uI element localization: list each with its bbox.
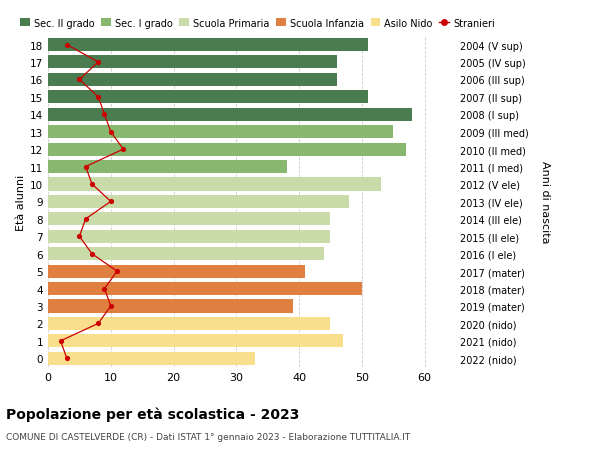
Bar: [48, 300, 293, 313]
Bar: [48, 126, 393, 139]
Bar: [48, 247, 324, 261]
Y-axis label: Anni di nascita: Anni di nascita: [540, 161, 550, 243]
Point: [81, 216, 91, 223]
Point: [81, 163, 91, 171]
Point: [87, 251, 97, 258]
Bar: [48, 74, 337, 87]
Point: [87, 181, 97, 188]
Point: [119, 146, 128, 153]
Bar: [48, 196, 349, 208]
Bar: [48, 230, 331, 243]
Bar: [48, 282, 362, 296]
Bar: [48, 143, 406, 157]
Point: [100, 285, 109, 292]
Bar: [48, 352, 255, 365]
Point: [94, 320, 103, 327]
Bar: [48, 91, 368, 104]
Text: Popolazione per età scolastica - 2023: Popolazione per età scolastica - 2023: [6, 406, 299, 421]
Point: [94, 94, 103, 101]
Bar: [48, 335, 343, 347]
Bar: [48, 317, 331, 330]
Y-axis label: Età alunni: Età alunni: [16, 174, 26, 230]
Bar: [48, 39, 368, 52]
Bar: [48, 161, 287, 174]
Bar: [48, 213, 331, 226]
Point: [74, 233, 84, 241]
Bar: [48, 178, 380, 191]
Legend: Sec. II grado, Sec. I grado, Scuola Primaria, Scuola Infanzia, Asilo Nido, Stran: Sec. II grado, Sec. I grado, Scuola Prim…: [20, 18, 495, 28]
Point: [94, 59, 103, 67]
Point: [62, 42, 71, 49]
Point: [56, 337, 65, 345]
Point: [100, 112, 109, 119]
Point: [106, 129, 116, 136]
Point: [62, 355, 71, 362]
Bar: [48, 56, 337, 69]
Point: [106, 198, 116, 206]
Bar: [48, 108, 412, 122]
Bar: [48, 265, 305, 278]
Point: [74, 77, 84, 84]
Point: [106, 302, 116, 310]
Point: [112, 268, 122, 275]
Text: COMUNE DI CASTELVERDE (CR) - Dati ISTAT 1° gennaio 2023 - Elaborazione TUTTITALI: COMUNE DI CASTELVERDE (CR) - Dati ISTAT …: [6, 432, 410, 442]
